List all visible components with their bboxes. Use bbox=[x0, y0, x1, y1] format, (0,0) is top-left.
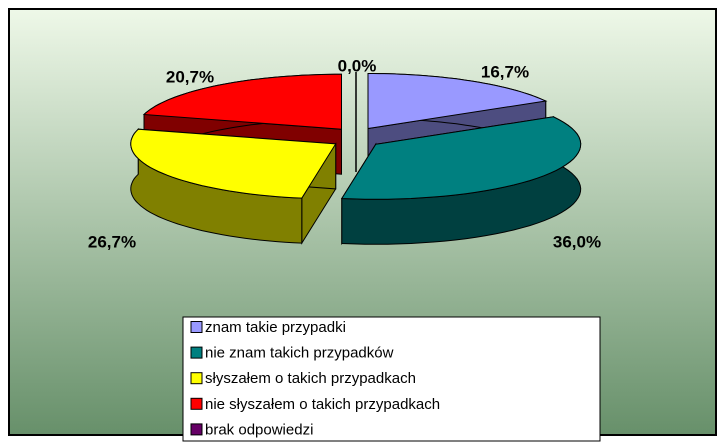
legend-swatch bbox=[190, 423, 203, 436]
legend-label: nie słyszałem o takich przypadkach bbox=[205, 396, 440, 413]
slice bbox=[367, 73, 548, 130]
pie bbox=[130, 72, 582, 246]
legend-box bbox=[182, 316, 601, 442]
legend-label: nie znam takich przypadków bbox=[205, 345, 394, 362]
slice bbox=[142, 73, 342, 130]
value-label: 16,7% bbox=[481, 62, 529, 81]
legend-label: słyszałem o takich przypadkach bbox=[205, 370, 416, 387]
value-label: 20,7% bbox=[166, 67, 214, 86]
legend-label: znam takie przypadki bbox=[205, 319, 346, 336]
value-label: 36,0% bbox=[553, 232, 601, 251]
legend-swatch bbox=[190, 372, 203, 385]
value-label: 26,7% bbox=[88, 232, 136, 251]
legend-swatch bbox=[190, 346, 203, 359]
legend-swatch bbox=[190, 321, 203, 333]
legend-label: brak odpowiedzi bbox=[205, 421, 313, 438]
slice bbox=[130, 128, 337, 199]
slice bbox=[340, 116, 582, 200]
value-label: 0,0% bbox=[338, 56, 377, 75]
legend-swatch bbox=[190, 397, 203, 410]
